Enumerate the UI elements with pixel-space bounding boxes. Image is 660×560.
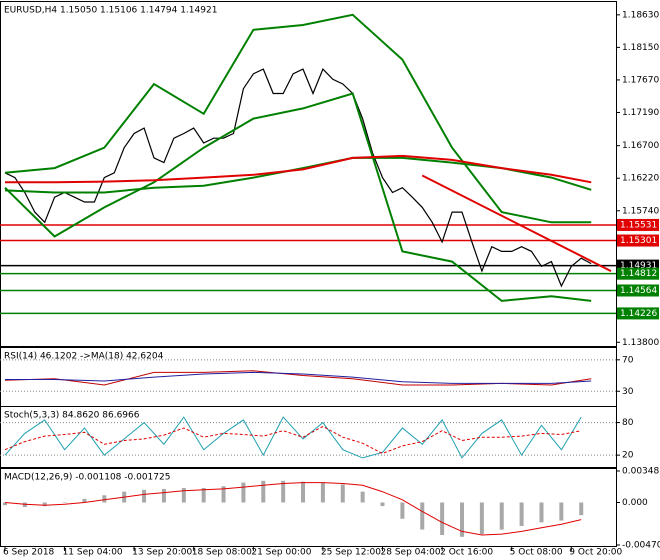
histogram-bar (301, 481, 306, 503)
level-tag (617, 267, 659, 280)
x-tick-label: 6 Sep 2018 (3, 548, 55, 558)
histogram-bar (519, 502, 524, 526)
y-tick-label: 0.000 (622, 498, 648, 508)
panel-title: Stoch(5,3,3) 84.8620 86.6966 (4, 411, 140, 421)
level-tag (617, 284, 659, 297)
x-tick-label: 2 Oct 16:00 (440, 548, 493, 558)
y-tick-label: 20 (622, 451, 634, 461)
histogram-bar (161, 488, 166, 503)
level-tag (617, 307, 659, 320)
x-tick-label: 28 Sep 04:00 (381, 548, 441, 558)
histogram-bar (400, 502, 405, 519)
level-label: 1.14564 (620, 286, 657, 296)
x-tick-label: 25 Sep 12:00 (321, 548, 381, 558)
histogram-bar (201, 488, 206, 503)
y-tick-label: 0.003487 (622, 467, 660, 477)
level-label: 1.15531 (620, 220, 657, 230)
level-label: 1.15301 (620, 236, 657, 246)
y-tick-label: 1.18150 (622, 43, 659, 53)
trendline (421, 174, 612, 272)
histogram-bar (102, 495, 107, 503)
histogram-bar (559, 502, 564, 521)
level-label: 1.14226 (620, 309, 657, 319)
histogram-bar (241, 482, 246, 503)
level-tag (617, 234, 659, 247)
y-tick-label: 80 (622, 418, 634, 428)
histogram-bar (340, 484, 345, 503)
x-tick-label: 21 Sep 00:00 (251, 548, 311, 558)
histogram-bar (479, 502, 484, 535)
y-tick-label: 30 (622, 387, 634, 397)
panel-title: EURUSD,H4 1.15050 1.15106 1.14794 1.1492… (4, 6, 217, 16)
series-line (4, 92, 592, 302)
histogram-bar (221, 486, 226, 503)
y-tick-label: 1.18630 (622, 10, 659, 20)
histogram-bar (261, 480, 266, 503)
y-tick-label: 70 (622, 355, 634, 365)
histogram-bar (2, 502, 7, 506)
y-tick-label: 1.13800 (622, 338, 659, 348)
histogram-bar (499, 502, 504, 530)
y-tick-label: 1.17670 (622, 75, 659, 85)
histogram-bar (380, 502, 385, 507)
histogram-bar (539, 502, 544, 523)
level-label: 1.14931 (620, 261, 657, 271)
histogram-bar (42, 502, 47, 507)
panel-frame (0, 1, 617, 347)
histogram-bar (82, 498, 87, 503)
y-tick-label: 1.16700 (622, 141, 659, 151)
histogram-bar (320, 482, 325, 503)
y-tick-label: 1.16220 (622, 174, 659, 184)
x-tick-label: 13 Sep 20:00 (132, 548, 192, 558)
histogram-bar (460, 502, 464, 537)
histogram-bar (62, 502, 67, 503)
y-tick-label: 1.15740 (622, 206, 659, 216)
x-tick-label: 9 Oct 20:00 (569, 548, 622, 558)
histogram-bar (360, 491, 365, 503)
x-tick-label: 18 Sep 08:00 (192, 548, 252, 558)
series-line (5, 154, 592, 184)
histogram-bar (579, 502, 584, 516)
histogram-bar (440, 502, 445, 536)
series-line (5, 371, 592, 384)
panel-frame (0, 468, 617, 547)
y-tick-label: -0.004707 (622, 541, 660, 551)
series-line (4, 416, 582, 459)
level-tag (617, 218, 659, 231)
panel-title: RSI(14) 46.1202 ->MA(18) 42.6204 (4, 352, 164, 362)
histogram-bar (281, 480, 286, 503)
histogram-bar (142, 489, 147, 503)
series-line (4, 482, 582, 536)
level-label: 1.14812 (620, 269, 657, 279)
histogram-bar (181, 488, 186, 503)
x-tick-label: 11 Sep 04:00 (63, 548, 123, 558)
series-line (4, 425, 582, 455)
x-tick-label: 5 Oct 08:00 (510, 548, 563, 558)
y-tick-label: 1.17190 (622, 108, 659, 118)
series-line (4, 13, 592, 224)
panel-frame (0, 406, 617, 468)
panel-title: MACD(12,26,9) -0.001108 -0.001725 (4, 473, 170, 483)
histogram-bar (420, 502, 425, 530)
